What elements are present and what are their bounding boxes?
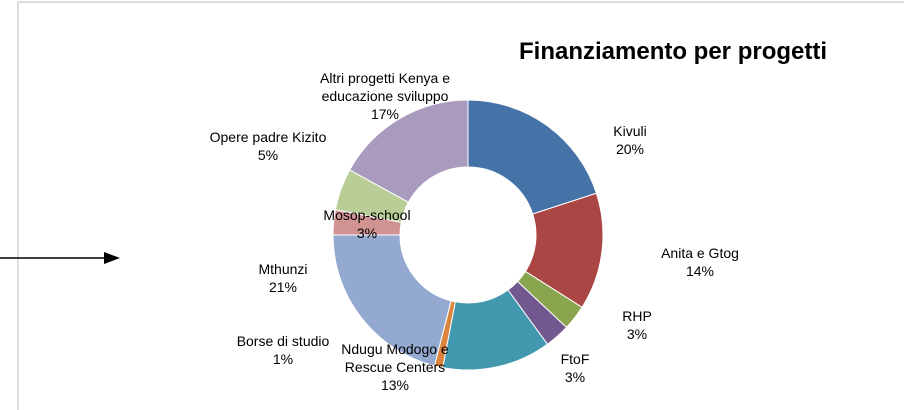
value-label: 3% bbox=[564, 369, 586, 385]
category-label: Kivuli bbox=[613, 123, 647, 139]
category-label: Ndugu Modogo e Rescue Centers bbox=[341, 341, 449, 375]
data-label: FtoF 3% bbox=[535, 350, 615, 386]
value-label: 21% bbox=[268, 279, 298, 295]
chart-title: Finanziamento per progetti bbox=[518, 38, 828, 65]
category-label: Altri progetti Kenya e educazione svilup… bbox=[320, 70, 450, 104]
slice bbox=[467, 99, 598, 215]
category-label: Borse di studio bbox=[236, 333, 330, 349]
value-label: 20% bbox=[615, 141, 645, 157]
category-label: Mosop-school bbox=[323, 207, 411, 223]
category-label: Opere padre Kizito bbox=[209, 129, 327, 145]
value-label: 17% bbox=[370, 106, 400, 122]
data-label: Ndugu Modogo e Rescue Centers 13% bbox=[325, 340, 465, 394]
data-label: Borse di studio 1% bbox=[203, 332, 363, 368]
data-label: Opere padre Kizito 5% bbox=[188, 128, 348, 164]
value-label: 14% bbox=[685, 263, 715, 279]
value-label: 13% bbox=[380, 377, 410, 393]
data-label: Mosop-school 3% bbox=[297, 206, 437, 242]
value-label: 5% bbox=[257, 147, 279, 163]
data-label: Altri progetti Kenya e educazione svilup… bbox=[310, 69, 460, 123]
slice bbox=[349, 99, 469, 203]
category-label: Anita e Gtog bbox=[661, 245, 739, 261]
data-label: RHP 3% bbox=[597, 307, 677, 343]
category-label: FtoF bbox=[560, 351, 590, 367]
category-label: Mthunzi bbox=[258, 261, 308, 277]
value-label: 3% bbox=[356, 225, 378, 241]
category-label: RHP bbox=[622, 308, 652, 324]
arrow-head bbox=[104, 252, 120, 264]
data-label: Kivuli 20% bbox=[570, 122, 690, 158]
data-label: Anita e Gtog 14% bbox=[630, 244, 770, 280]
value-label: 1% bbox=[272, 351, 294, 367]
value-label: 3% bbox=[626, 326, 648, 342]
slice bbox=[332, 234, 452, 367]
data-label: Mthunzi 21% bbox=[223, 260, 343, 296]
